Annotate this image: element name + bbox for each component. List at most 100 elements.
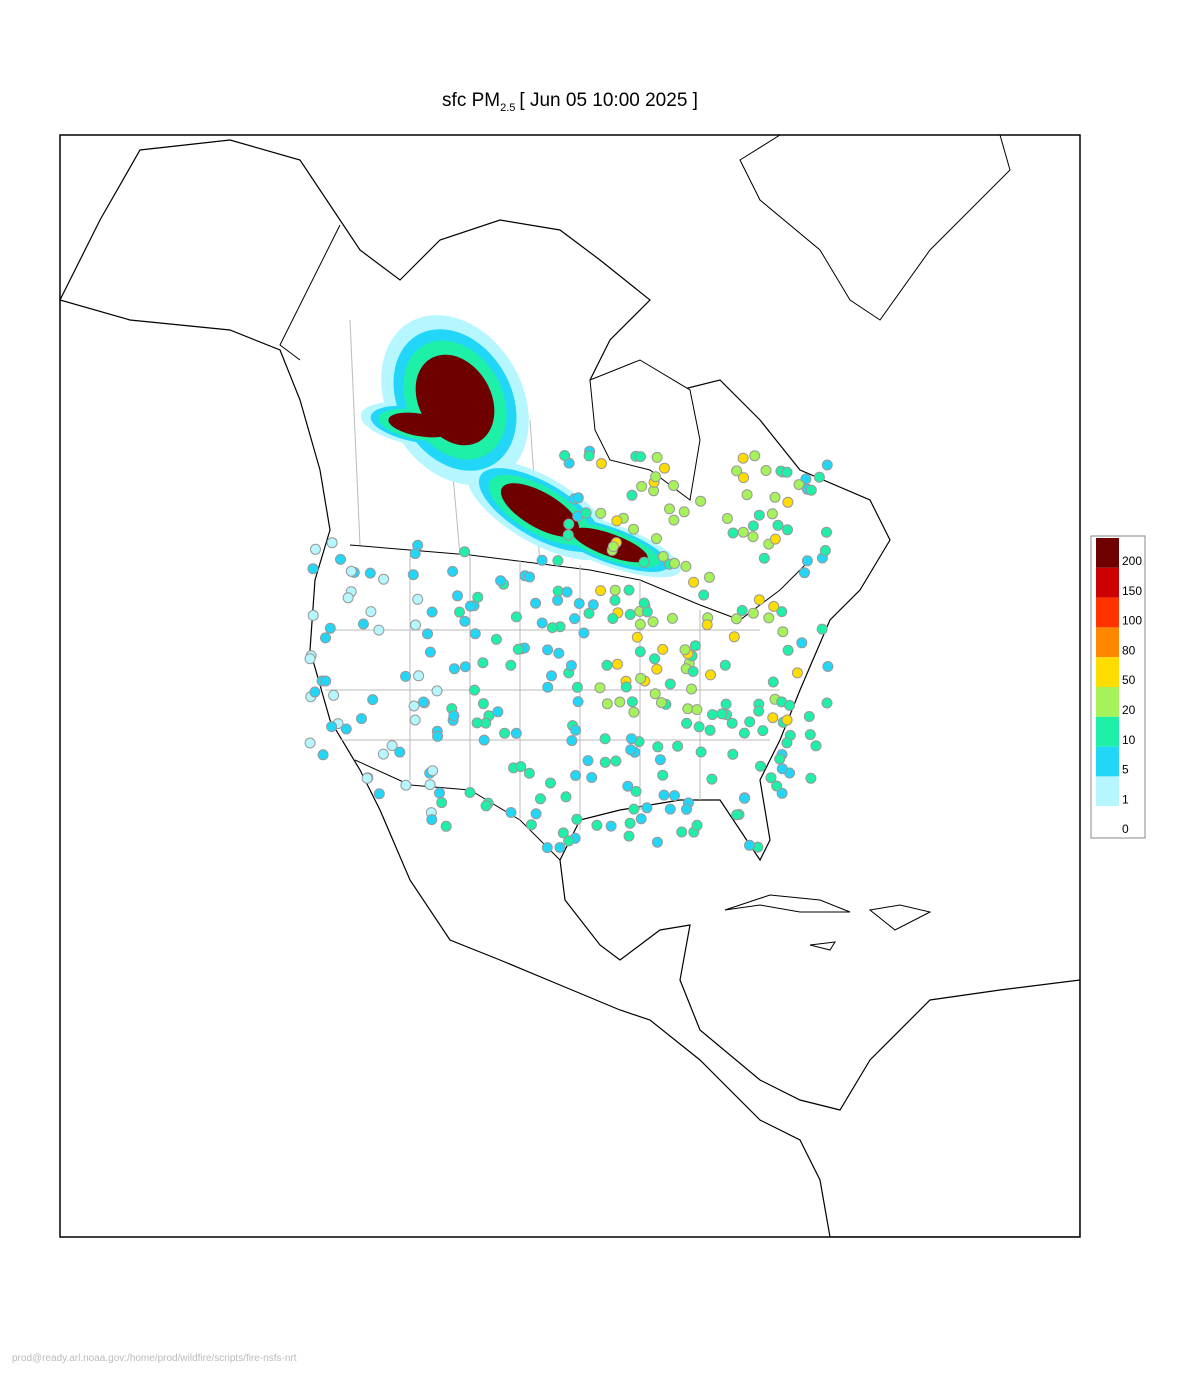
- title-subscript: 2.5: [500, 101, 516, 114]
- station-marker: [614, 696, 626, 708]
- map-frame: [59, 134, 1081, 1238]
- station-marker: [373, 624, 385, 636]
- station-marker: [703, 571, 715, 583]
- station-marker: [620, 681, 632, 693]
- station-marker: [753, 705, 765, 717]
- station-marker: [628, 523, 640, 535]
- station-marker: [510, 727, 522, 739]
- station-marker: [607, 541, 619, 553]
- station-marker: [578, 627, 590, 639]
- north-america-land: [60, 139, 1080, 1237]
- station-marker: [373, 788, 385, 800]
- map-title: sfc PM2.5[ Jun 05 10:00 2025 ]: [0, 90, 1140, 114]
- station-marker: [726, 717, 738, 729]
- station-marker: [747, 520, 759, 532]
- legend-label: 5: [1122, 763, 1129, 777]
- station-marker: [682, 703, 694, 715]
- station-marker: [768, 600, 780, 612]
- station-marker: [707, 709, 718, 721]
- station-marker: [716, 708, 728, 720]
- station-marker: [769, 533, 781, 545]
- station-marker: [687, 666, 699, 677]
- station-marker: [570, 770, 582, 781]
- station-marker: [364, 567, 376, 579]
- station-marker: [776, 763, 788, 775]
- station-marker: [510, 611, 522, 623]
- station-marker: [599, 756, 611, 768]
- station-marker: [772, 519, 784, 531]
- station-marker: [758, 552, 770, 564]
- station-marker: [573, 598, 585, 609]
- station-marker: [738, 472, 749, 484]
- station-marker: [386, 740, 398, 752]
- station-marker: [821, 459, 833, 471]
- station-marker: [678, 506, 690, 518]
- us-canada-border: [349, 544, 811, 621]
- legend-swatch: [1096, 627, 1119, 658]
- station-marker: [753, 594, 765, 606]
- station-marker: [799, 567, 810, 579]
- station-marker: [638, 597, 650, 609]
- station-marker: [541, 842, 553, 854]
- station-marker: [681, 717, 693, 729]
- station-marker: [605, 820, 617, 832]
- station-marker: [651, 451, 663, 463]
- station-marker: [469, 684, 480, 696]
- station-marker: [821, 697, 833, 709]
- legend-label: 0: [1122, 822, 1129, 836]
- station-marker: [378, 573, 390, 585]
- station-marker: [801, 555, 813, 567]
- station-marker: [777, 626, 789, 638]
- station-marker: [668, 480, 679, 491]
- station-marker: [623, 830, 635, 842]
- station-marker: [766, 508, 778, 520]
- station-marker: [651, 533, 662, 545]
- station-marker: [658, 789, 670, 801]
- station-marker: [565, 660, 577, 671]
- station-marker: [719, 659, 731, 671]
- station-marker: [680, 560, 692, 572]
- station-marker: [635, 813, 647, 825]
- station-marker: [583, 607, 595, 619]
- greenland: [739, 135, 1011, 321]
- station-marker: [755, 760, 766, 772]
- station-marker: [623, 584, 635, 596]
- station-marker: [760, 465, 772, 476]
- station-marker: [512, 643, 524, 655]
- station-marker: [657, 551, 669, 562]
- station-marker: [650, 471, 662, 483]
- station-marker: [791, 667, 803, 679]
- station-marker: [407, 569, 419, 581]
- station-marker: [753, 509, 765, 521]
- station-marker: [664, 503, 675, 515]
- station-marker: [782, 524, 793, 536]
- caribbean-islands: [724, 894, 932, 951]
- station-marker: [542, 644, 554, 656]
- hudson-bay: [589, 359, 701, 501]
- station-marker: [741, 489, 753, 501]
- station-marker: [767, 712, 779, 724]
- station-marker: [652, 741, 664, 753]
- station-marker: [739, 792, 750, 804]
- station-marker: [469, 628, 481, 640]
- station-marker: [447, 565, 459, 577]
- station-marker: [749, 450, 761, 462]
- station-marker: [472, 591, 484, 603]
- station-marker: [668, 514, 680, 526]
- station-marker: [365, 606, 377, 618]
- station-marker: [688, 576, 700, 588]
- station-marker: [634, 618, 646, 630]
- station-marker: [309, 686, 321, 698]
- station-marker: [320, 632, 331, 644]
- station-marker: [721, 513, 733, 524]
- station-marker: [626, 696, 638, 708]
- station-marker: [546, 670, 557, 682]
- station-marker: [651, 663, 663, 675]
- station-marker: [361, 772, 373, 784]
- legend-swatch: [1096, 716, 1119, 747]
- station-marker: [737, 526, 749, 538]
- station-marker: [307, 563, 319, 575]
- station-marker: [477, 698, 489, 710]
- station-marker: [320, 675, 332, 687]
- legend-swatch: [1096, 687, 1119, 717]
